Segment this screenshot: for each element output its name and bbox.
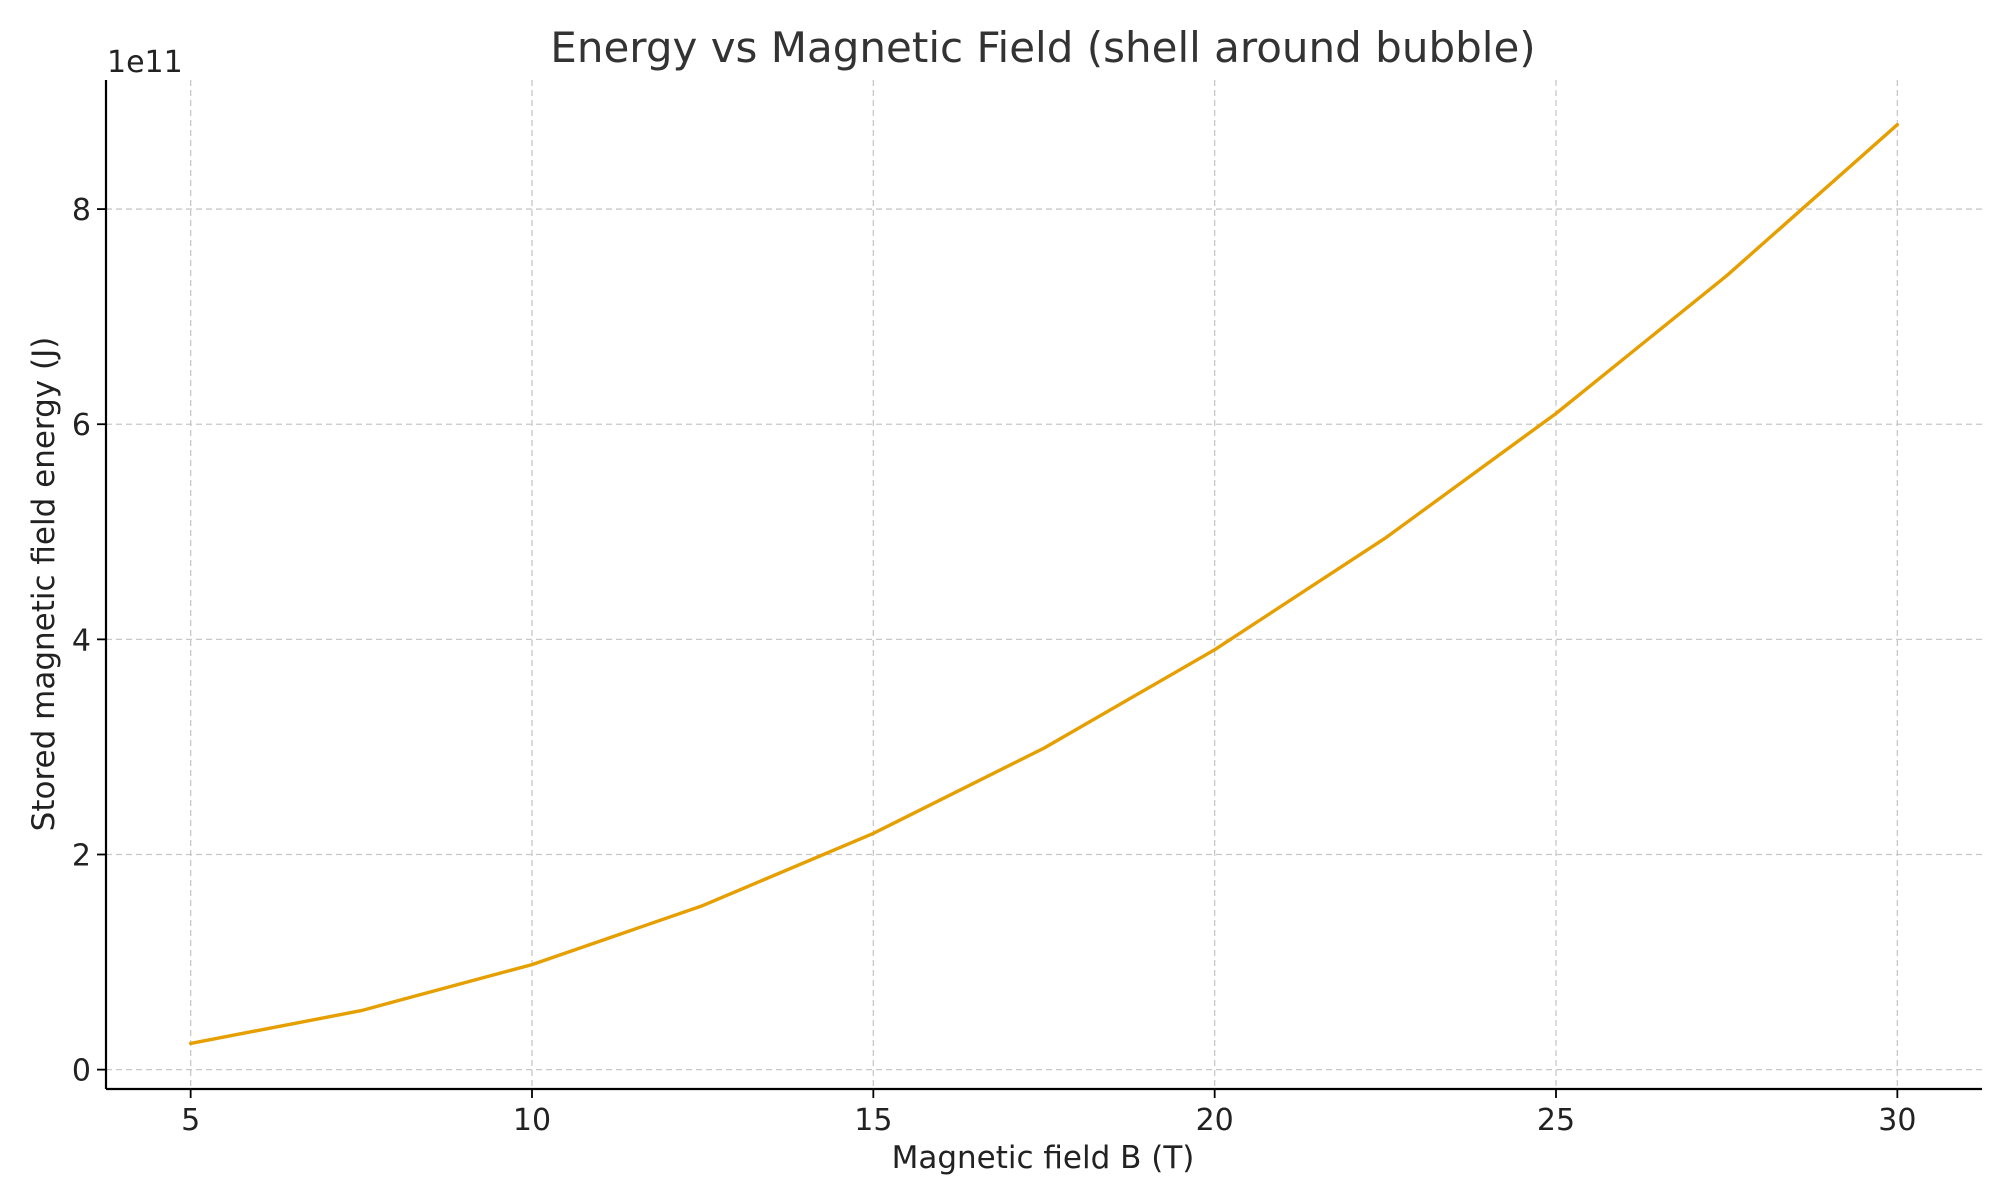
x-tick-label: 20 bbox=[1196, 1103, 1234, 1138]
y-tick-label: 4 bbox=[72, 623, 91, 658]
y-axis-label: Stored magnetic field energy (J) bbox=[26, 337, 62, 832]
y-tick-label: 8 bbox=[72, 193, 91, 228]
y-tick-label: 6 bbox=[72, 408, 91, 443]
x-tick-label: 15 bbox=[854, 1103, 892, 1138]
y-tick-label: 0 bbox=[72, 1054, 91, 1089]
x-tick-label: 25 bbox=[1537, 1103, 1575, 1138]
x-tick-label: 5 bbox=[181, 1103, 200, 1138]
grid bbox=[106, 80, 1982, 1089]
x-axis-label: Magnetic field B (T) bbox=[892, 1140, 1195, 1176]
series-layer bbox=[188, 122, 1900, 1046]
axis-ticks: 5 10 15 20 25 30 0 2 4 6 8 bbox=[72, 193, 1917, 1138]
y-tick-label: 2 bbox=[72, 838, 91, 873]
chart-title: Energy vs Magnetic Field (shell around b… bbox=[550, 23, 1535, 72]
x-tick-label: 30 bbox=[1878, 1103, 1916, 1138]
series-line bbox=[188, 122, 1900, 1046]
y-axis-offset-label: 1e11 bbox=[107, 45, 183, 80]
x-tick-label: 10 bbox=[513, 1103, 551, 1138]
